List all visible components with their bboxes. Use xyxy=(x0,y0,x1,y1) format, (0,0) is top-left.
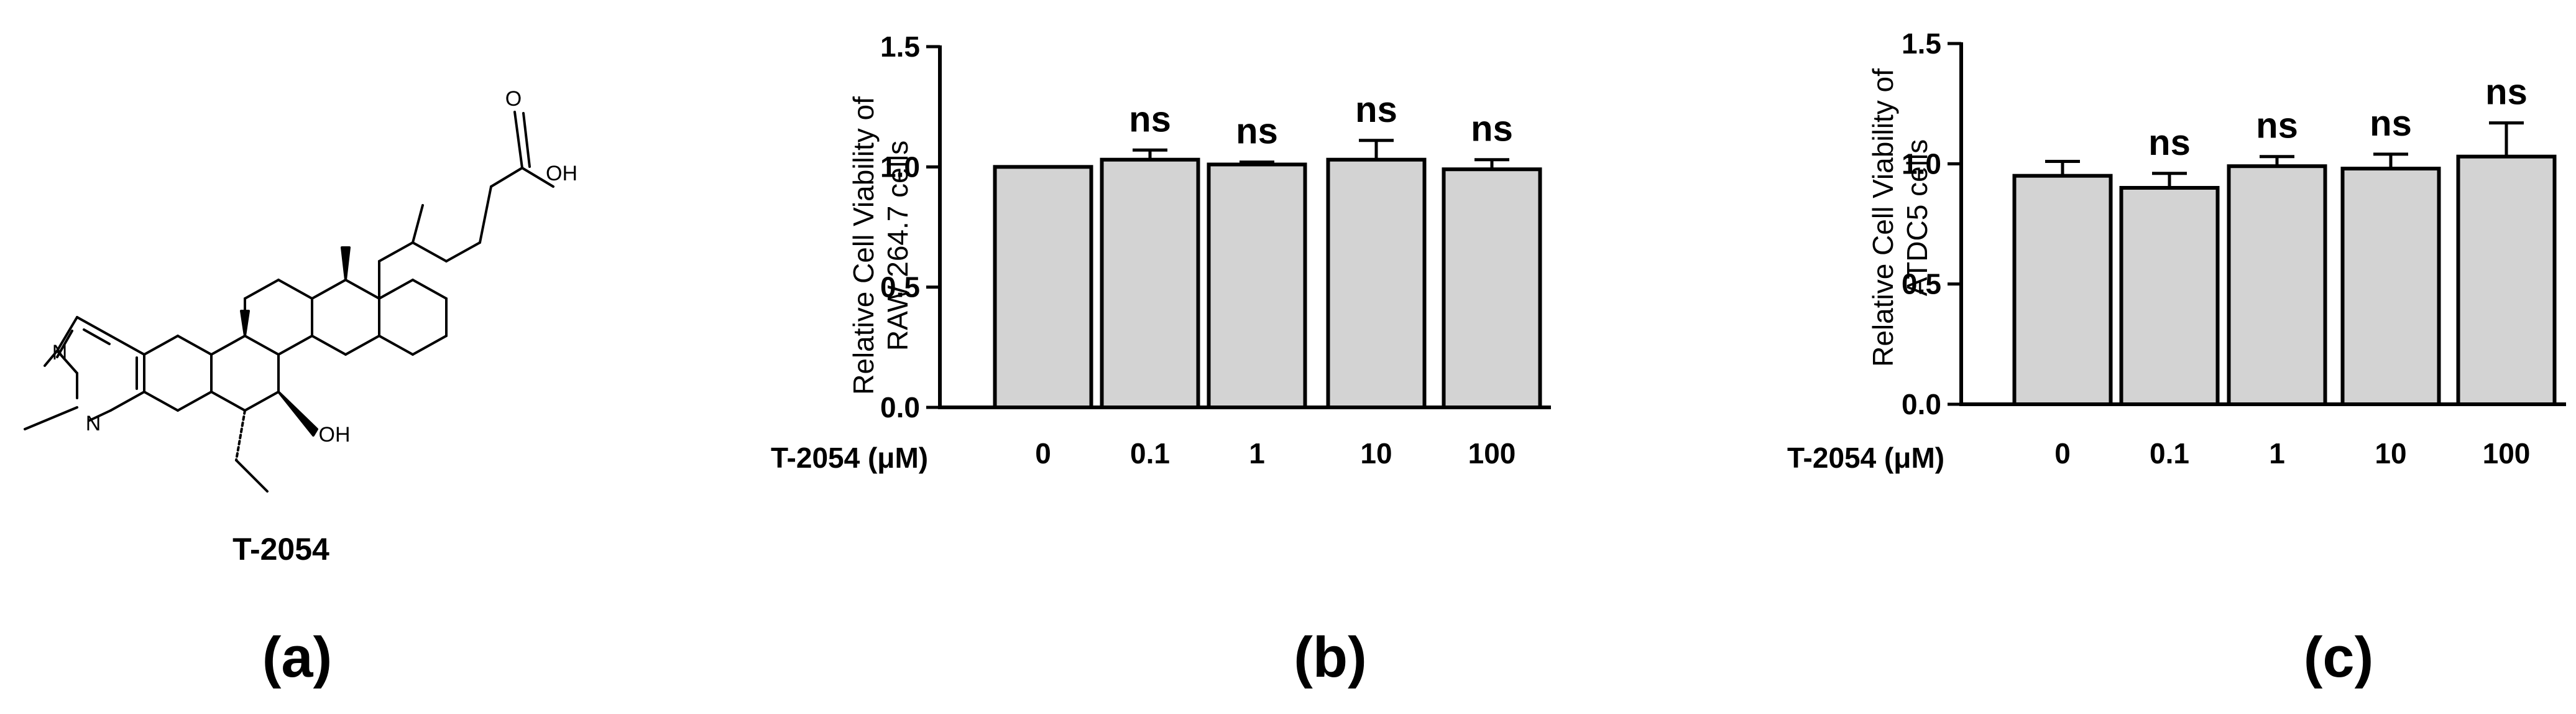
bond xyxy=(311,279,347,300)
bar xyxy=(2119,186,2220,406)
bar xyxy=(1442,167,1542,409)
bond xyxy=(378,241,414,262)
bond xyxy=(490,167,523,188)
bond xyxy=(76,316,112,337)
chart-raw264: Relative Cell Viability of RAW 264.7 cel… xyxy=(771,30,1551,474)
bond xyxy=(344,335,380,356)
bond xyxy=(88,409,112,422)
bond xyxy=(412,241,448,262)
x-tick-label: 0 xyxy=(2054,437,2071,470)
panel-label-c: (c) xyxy=(2304,626,2373,689)
bar xyxy=(993,165,1093,409)
bond xyxy=(56,350,78,374)
bond xyxy=(143,391,179,412)
bond xyxy=(143,335,179,356)
atom-n1: N xyxy=(52,341,68,364)
bond xyxy=(344,279,380,300)
hydroxyl-wedge xyxy=(277,391,318,437)
y-tick-label: 1.0 xyxy=(880,151,920,183)
x-tick-label: 1 xyxy=(2269,437,2285,470)
y-tick-label: 0.5 xyxy=(1902,268,1941,300)
bond xyxy=(244,391,280,412)
bond xyxy=(56,316,78,352)
y-axis-label-line2: ATDC5 cells xyxy=(1901,139,1933,296)
bond xyxy=(412,279,448,300)
bar xyxy=(2227,164,2327,406)
x-axis-label: T-2054 (μM) xyxy=(1787,442,1944,474)
y-axis-label-line1: Relative Cell Viability of xyxy=(1867,68,1899,367)
significance-label: ns xyxy=(1355,90,1397,130)
bond xyxy=(277,335,313,356)
bond xyxy=(235,459,269,493)
x-tick-label: 10 xyxy=(2375,437,2406,470)
x-tick-label: 100 xyxy=(1468,437,1516,470)
methyl-wedge xyxy=(240,310,250,337)
x-tick-label: 100 xyxy=(2483,437,2531,470)
bond xyxy=(479,185,492,244)
bond xyxy=(109,391,145,412)
bond xyxy=(210,391,246,412)
significance-label: ns xyxy=(2370,103,2412,144)
bar xyxy=(2456,154,2557,406)
bar xyxy=(1207,162,1307,409)
significance-label: ns xyxy=(1471,109,1513,149)
bond xyxy=(24,406,78,430)
significance-label: ns xyxy=(2148,123,2191,163)
structure-atom-labels: N N OH O OH xyxy=(52,87,577,447)
bar xyxy=(2340,167,2441,406)
y-tick-label: 0.0 xyxy=(880,391,920,424)
significance-label: ns xyxy=(2485,72,2528,113)
significance-label: ns xyxy=(2256,106,2298,146)
bond xyxy=(445,241,481,262)
bond xyxy=(44,350,58,367)
panel-label-b: (b) xyxy=(1294,626,1366,689)
bond xyxy=(412,204,424,244)
y-tick-label: 1.0 xyxy=(1902,147,1941,180)
bar xyxy=(2012,174,2113,406)
x-tick-label: 1 xyxy=(1249,437,1265,470)
bond xyxy=(311,335,347,356)
significance-label: ns xyxy=(1236,111,1278,152)
panel-label-a: (a) xyxy=(262,626,332,689)
atom-o: O xyxy=(505,87,522,111)
bond xyxy=(513,111,523,169)
compound-label: T-2054 xyxy=(232,532,329,567)
chart-atdc5: Relative Cell Viability of ATDC5 cells T… xyxy=(1787,27,2566,474)
bond xyxy=(109,335,145,356)
t2054-structure xyxy=(24,111,554,493)
bond xyxy=(244,335,280,356)
x-tick-label: 0.1 xyxy=(1130,437,1170,470)
ethyl-hash xyxy=(235,409,246,461)
x-tick-label: 0.1 xyxy=(2150,437,2189,470)
bond xyxy=(521,167,554,188)
x-tick-label: 10 xyxy=(1360,437,1392,470)
y-tick-label: 1.5 xyxy=(880,30,920,63)
bond xyxy=(277,279,313,300)
atom-oh-acid: OH xyxy=(546,162,577,185)
methyl-wedge xyxy=(341,246,351,281)
atom-n2: N xyxy=(86,412,101,435)
bond xyxy=(378,279,414,300)
x-tick-label: 0 xyxy=(1035,437,1051,470)
atom-oh: OH xyxy=(319,423,351,447)
bar xyxy=(1100,157,1200,409)
y-tick-label: 0.5 xyxy=(880,271,920,304)
bond xyxy=(177,335,213,356)
bar xyxy=(1326,157,1427,409)
bond xyxy=(522,112,531,168)
bond xyxy=(412,335,448,356)
bond xyxy=(378,335,414,356)
y-axis-label-line1: Relative Cell Viability of xyxy=(847,96,880,395)
bond xyxy=(177,391,213,412)
bond xyxy=(244,279,280,300)
y-tick-label: 0.0 xyxy=(1902,388,1941,420)
x-axis-label: T-2054 (μM) xyxy=(771,442,928,474)
bond xyxy=(210,335,246,356)
bond xyxy=(83,328,111,345)
significance-label: ns xyxy=(1129,99,1171,139)
y-tick-label: 1.5 xyxy=(1902,27,1941,60)
y-axis-label-line2: RAW 264.7 cells xyxy=(881,141,914,351)
